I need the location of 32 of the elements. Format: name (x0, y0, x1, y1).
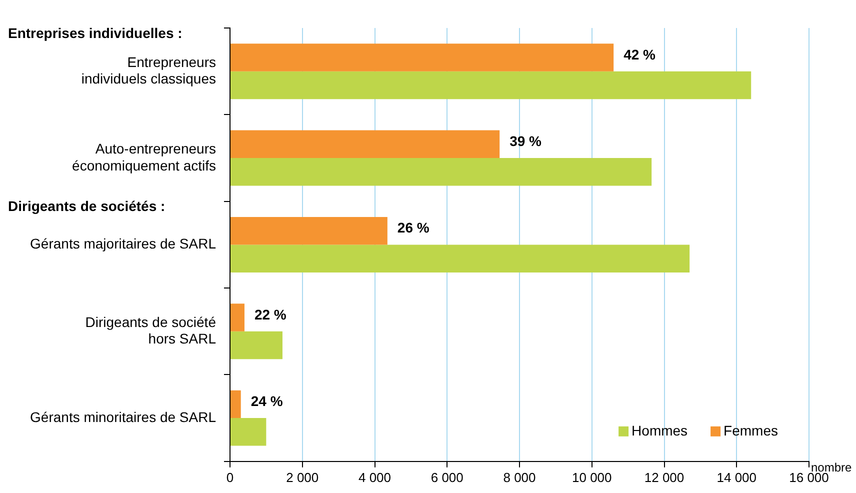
legend-label: Hommes (632, 422, 688, 438)
annotation: 22 % (254, 306, 287, 322)
bar (230, 244, 690, 272)
y-tick-label: Entrepreneurs individuels classiques (81, 54, 216, 87)
x-tick-label: 12 000 (644, 470, 684, 485)
bar (230, 158, 652, 186)
text: Dirigeants de sociétés : (8, 198, 166, 214)
legend-label: Femmes (724, 422, 778, 438)
text: Entreprises individuelles : (8, 24, 182, 41)
bar (230, 44, 614, 72)
y-tick-label: Gérants majoritaires de SARL (30, 236, 216, 252)
annotation: 39 % (510, 133, 542, 150)
bar (230, 331, 282, 360)
bar (230, 304, 244, 332)
annotation: 24 % (250, 393, 284, 410)
x-tick-label: 8 000 (503, 470, 536, 485)
bar (230, 130, 500, 158)
x-tick-label: 10 000 (572, 470, 612, 485)
annotation: 42 % (624, 46, 656, 62)
x-tick-label: 14 000 (716, 470, 757, 485)
annotation: 26 % (397, 220, 430, 236)
y-tick-label: Dirigeants de société hors SARL (85, 314, 216, 347)
x-tick-label: 6 000 (430, 470, 464, 485)
y-tick-label: Gérants minoritaires de SARL (30, 408, 216, 425)
bar (230, 418, 266, 446)
x-tick-label: 0 (226, 470, 234, 485)
x-tick-label: 2 000 (286, 470, 319, 485)
bar (230, 71, 752, 100)
bar (230, 216, 388, 245)
y-tick-label: Auto-entrepreneurs économiquement actifs (72, 140, 216, 174)
x-tick-label: 4 000 (358, 470, 392, 485)
bar (230, 390, 241, 418)
